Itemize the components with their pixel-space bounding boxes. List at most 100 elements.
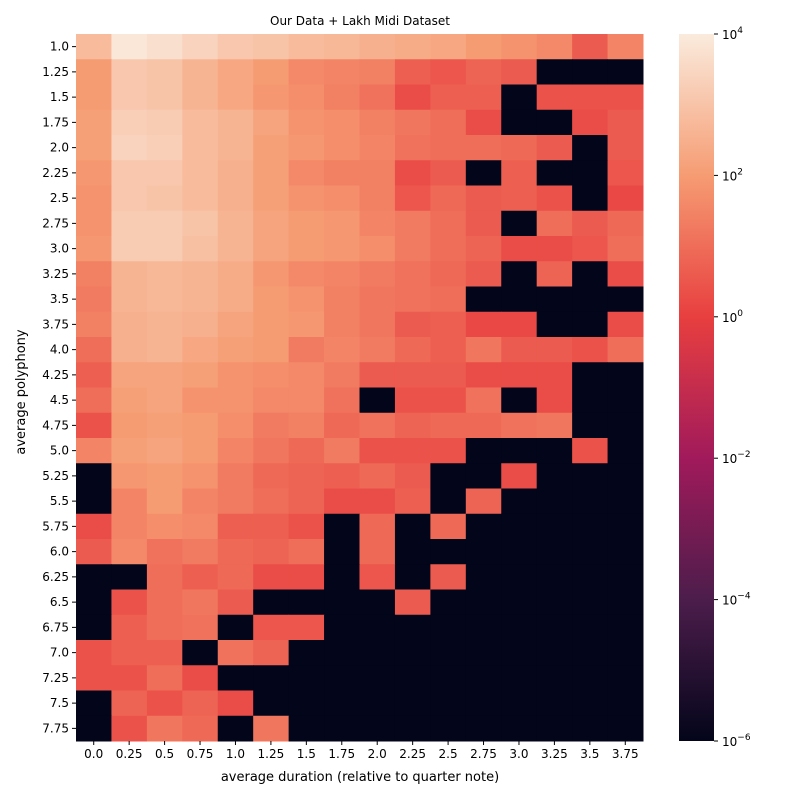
heatmap-cell bbox=[182, 665, 219, 691]
heatmap-cell bbox=[394, 589, 431, 616]
heatmap-cell bbox=[217, 34, 254, 60]
heatmap-cell bbox=[111, 160, 148, 186]
y-tick-label: 5.75 bbox=[42, 519, 69, 533]
heatmap-cell bbox=[182, 438, 219, 464]
y-tick-label: 4.0 bbox=[50, 343, 69, 357]
colorbar-tick-label: 10−2 bbox=[722, 450, 751, 466]
heatmap-cell bbox=[146, 715, 183, 742]
heatmap-cell bbox=[76, 488, 112, 515]
y-axis-label: average polyphony bbox=[14, 329, 29, 455]
heatmap-cell bbox=[146, 513, 183, 540]
heatmap-cell bbox=[288, 513, 325, 540]
heatmap-cell bbox=[501, 488, 538, 515]
heatmap-cell bbox=[76, 715, 112, 742]
heatmap-cell bbox=[146, 665, 183, 691]
heatmap-cell bbox=[146, 539, 183, 565]
heatmap-cell bbox=[111, 438, 148, 464]
heatmap-cell bbox=[572, 160, 609, 186]
heatmap-cell bbox=[217, 311, 254, 338]
x-tick-label: 1.0 bbox=[226, 747, 245, 761]
heatmap-cell bbox=[253, 109, 290, 136]
heatmap-cell bbox=[359, 185, 396, 212]
heatmap-cell bbox=[394, 210, 431, 237]
heatmap-cell bbox=[324, 513, 360, 540]
heatmap-cell bbox=[536, 463, 573, 489]
heatmap-cell bbox=[217, 387, 254, 414]
heatmap-cell bbox=[607, 640, 644, 666]
heatmap-cell bbox=[394, 185, 431, 212]
heatmap-cell bbox=[394, 337, 431, 363]
heatmap-cell bbox=[111, 665, 148, 691]
heatmap-cell bbox=[217, 589, 254, 616]
heatmap-cell bbox=[359, 564, 396, 590]
heatmap-cell bbox=[217, 715, 254, 742]
heatmap-cell bbox=[465, 589, 502, 616]
heatmap-cell bbox=[430, 412, 467, 439]
heatmap-cell bbox=[572, 564, 609, 590]
heatmap-cell bbox=[359, 387, 396, 414]
heatmap-cell bbox=[465, 640, 502, 666]
heatmap-cell bbox=[253, 286, 290, 313]
heatmap-cell bbox=[465, 337, 502, 363]
y-tick-label: 1.25 bbox=[42, 65, 69, 79]
heatmap-cell bbox=[359, 438, 396, 464]
heatmap-cell bbox=[607, 690, 644, 717]
heatmap-cell bbox=[430, 665, 467, 691]
heatmap-cell bbox=[324, 210, 360, 237]
heatmap-cell bbox=[430, 59, 467, 85]
heatmap-cell bbox=[217, 539, 254, 565]
heatmap-cell bbox=[146, 160, 183, 186]
heatmap-cell bbox=[217, 438, 254, 464]
heatmap-cell bbox=[430, 337, 467, 363]
heatmap-cell bbox=[76, 539, 112, 565]
heatmap-cell bbox=[324, 715, 360, 742]
heatmap-cell bbox=[359, 488, 396, 515]
heatmap-cell bbox=[465, 362, 502, 388]
heatmap-cell bbox=[182, 715, 219, 742]
heatmap-cell bbox=[394, 614, 431, 641]
heatmap-cell bbox=[572, 311, 609, 338]
heatmap-cell bbox=[217, 236, 254, 262]
heatmap-cell bbox=[253, 362, 290, 388]
heatmap-cell bbox=[324, 589, 360, 616]
heatmap-cell bbox=[76, 665, 112, 691]
heatmap-cell bbox=[146, 337, 183, 363]
heatmap-cell bbox=[217, 185, 254, 212]
heatmap-cell bbox=[217, 488, 254, 515]
heatmap-cell bbox=[324, 665, 360, 691]
heatmap-cell bbox=[288, 236, 325, 262]
heatmap-cell bbox=[76, 261, 112, 287]
heatmap-cell bbox=[217, 160, 254, 186]
heatmap-cell bbox=[111, 185, 148, 212]
heatmap-cell bbox=[288, 34, 325, 60]
heatmap-cell bbox=[501, 311, 538, 338]
y-tick-label: 7.5 bbox=[50, 696, 69, 710]
y-tick-label: 2.75 bbox=[42, 216, 69, 230]
y-tick-label: 7.0 bbox=[50, 646, 69, 660]
heatmap-cell bbox=[288, 690, 325, 717]
heatmap-cell bbox=[394, 513, 431, 540]
y-tick-label: 1.75 bbox=[42, 115, 69, 129]
heatmap-cell bbox=[607, 210, 644, 237]
y-tick-label: 6.0 bbox=[50, 545, 69, 559]
heatmap-cell bbox=[324, 463, 360, 489]
colorbar-tick-label: 102 bbox=[722, 167, 743, 183]
colorbar-ticks: 10−6 10−4 10−2 100 102 104 bbox=[714, 26, 751, 749]
heatmap-cell bbox=[253, 59, 290, 85]
heatmap-cell bbox=[359, 640, 396, 666]
heatmap-cell bbox=[501, 59, 538, 85]
heatmap-cell bbox=[572, 261, 609, 287]
x-tick-label: 3.0 bbox=[509, 747, 528, 761]
heatmap-cell bbox=[217, 640, 254, 666]
heatmap-cell bbox=[111, 513, 148, 540]
heatmap-cell bbox=[76, 337, 112, 363]
heatmap-cell bbox=[111, 715, 148, 742]
heatmap-cell bbox=[324, 160, 360, 186]
y-tick-label: 3.5 bbox=[50, 292, 69, 306]
heatmap-cell bbox=[146, 690, 183, 717]
heatmap-cell bbox=[76, 640, 112, 666]
heatmap-cell bbox=[324, 286, 360, 313]
heatmap-cell bbox=[465, 513, 502, 540]
heatmap-cell bbox=[394, 160, 431, 186]
heatmap-cell bbox=[536, 665, 573, 691]
